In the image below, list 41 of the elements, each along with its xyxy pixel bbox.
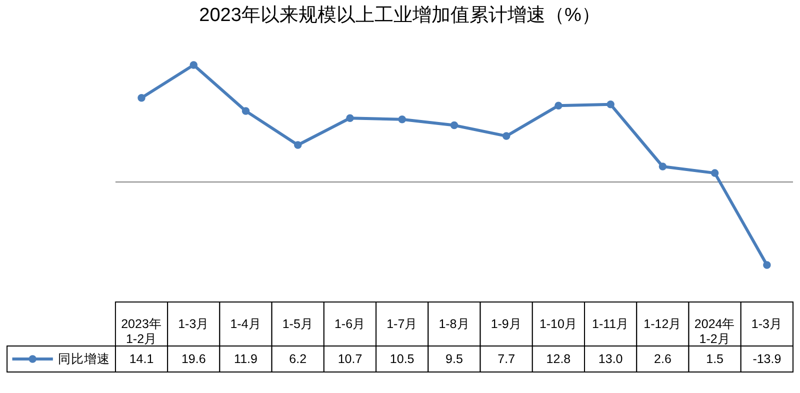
point [190, 61, 198, 69]
point [346, 114, 354, 122]
point [242, 107, 250, 115]
x-tick-label: 1-3月 [751, 317, 782, 331]
x-tick-label: 2023年 1-2月 [121, 317, 162, 346]
x-tick-label: 1-4月 [230, 317, 262, 331]
point [138, 94, 146, 102]
data-label: 10.7 [338, 352, 362, 366]
point [450, 121, 458, 130]
point [398, 115, 406, 124]
data-label: 6.2 [289, 352, 307, 366]
data-label: 1.5 [706, 352, 724, 366]
x-tick-label: 1-7月 [386, 317, 418, 331]
x-tick-label: 1-5月 [282, 317, 314, 331]
data-label: 2.6 [654, 352, 672, 366]
data-label: 19.6 [181, 352, 206, 366]
x-tick-label: 1-12月 [644, 317, 682, 331]
data-label: 12.8 [546, 352, 571, 366]
data-label: 7.7 [498, 352, 516, 366]
data-label: 11.9 [234, 352, 258, 366]
x-tick-label: 1-9月 [490, 317, 522, 331]
x-tick-label: 2024年 1-2月 [694, 317, 736, 346]
x-tick-label: 1-10月 [539, 317, 578, 331]
point [763, 261, 771, 269]
x-tick-label: 1-11月 [592, 317, 630, 331]
legend-label: 同比增速 [58, 352, 110, 366]
data-label: 10.5 [390, 352, 414, 366]
x-tick-label: 1-6月 [334, 317, 366, 331]
data-label: -13.9 [752, 352, 782, 366]
data-label: 14.1 [129, 352, 154, 366]
point [658, 162, 667, 170]
data-label: 9.5 [446, 352, 463, 366]
point [554, 102, 562, 110]
chart-title: 2023年以来规模以上工业增加值累计增速（%） [199, 5, 600, 26]
x-tick-label: 1-3月 [178, 317, 210, 331]
x-tick-label: 1-8月 [438, 317, 470, 331]
data-label: 13.0 [598, 352, 623, 366]
point [710, 169, 719, 177]
point [502, 132, 510, 140]
point [606, 100, 614, 108]
point [294, 141, 302, 149]
